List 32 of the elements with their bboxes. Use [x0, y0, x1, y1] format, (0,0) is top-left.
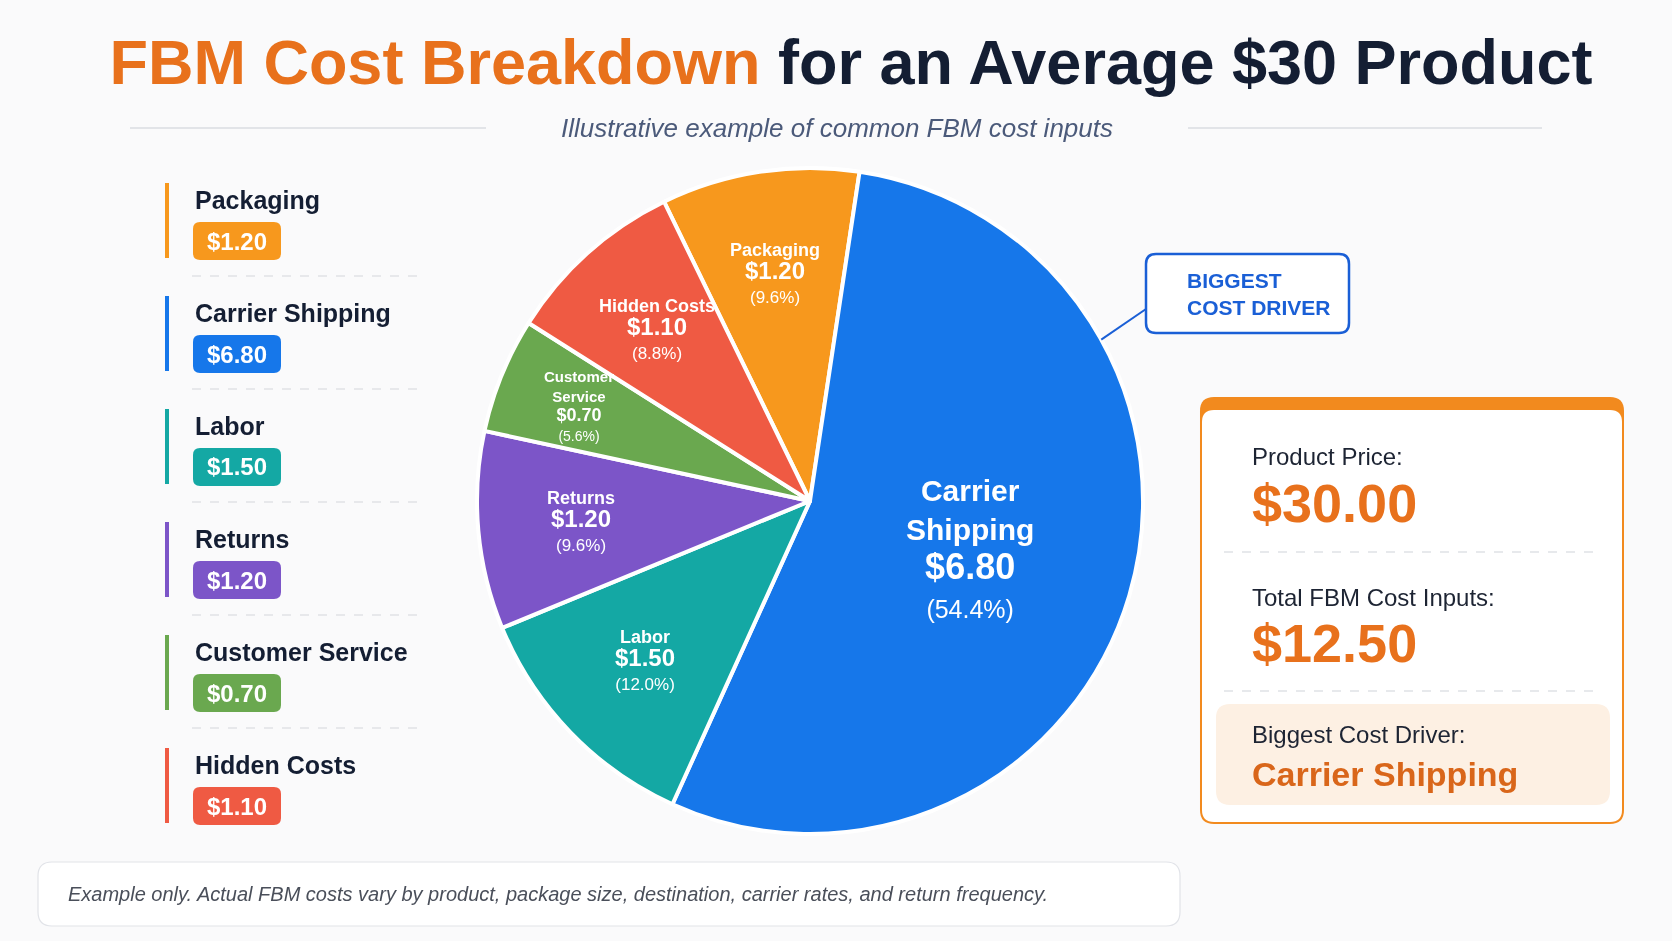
category-label: Hidden Costs — [195, 751, 357, 779]
data-label: $0.70 (5.6%) — [556, 405, 602, 444]
text: BIGGEST COST DRIVER — [1187, 269, 1331, 320]
text: $1.20 — [207, 228, 268, 255]
text: $12.50 — [1252, 613, 1418, 673]
text: $1.10 — [207, 793, 268, 820]
category-label: Customer Service — [195, 638, 408, 666]
slice-label: Returns — [547, 488, 616, 508]
slice-label: Hidden Costs — [599, 296, 716, 316]
text: Example only. Actual FBM costs vary by product, package size, destination, carrier rates, and return frequency. — [68, 883, 1049, 905]
text: Carrier Shipping — [1252, 755, 1519, 793]
text: Biggest Cost Driver: — [1252, 721, 1466, 748]
category-label: Carrier Shipping — [195, 299, 391, 327]
text: $1.50 — [207, 453, 268, 480]
text: $6.80 — [207, 341, 268, 368]
slice-label: Packaging — [730, 240, 821, 260]
text: $1.20 — [207, 567, 268, 594]
chart-subtitle: Illustrative example of common FBM cost inputs — [561, 113, 1113, 143]
text: $30.00 — [1252, 473, 1418, 533]
data-label: $1.10 (8.8%) — [626, 313, 688, 363]
slice-label: Carrier Shipping — [906, 474, 1035, 546]
category-label: Returns — [195, 525, 290, 553]
data-label: $6.80 (54.4%) — [925, 546, 1016, 623]
chart-title: FBM Cost Breakdown for an Average $30 Product — [109, 27, 1593, 98]
category-label: Packaging — [195, 186, 321, 214]
slice-label: Labor — [620, 627, 671, 647]
data-label: $1.20 (9.6%) — [550, 505, 612, 555]
text: Total FBM Cost Inputs: — [1252, 584, 1495, 611]
text: $0.70 — [207, 680, 268, 707]
text: Product Price: — [1252, 443, 1403, 470]
data-label: $1.50 (12.0%) — [615, 644, 676, 694]
category-label: Labor — [195, 412, 265, 440]
